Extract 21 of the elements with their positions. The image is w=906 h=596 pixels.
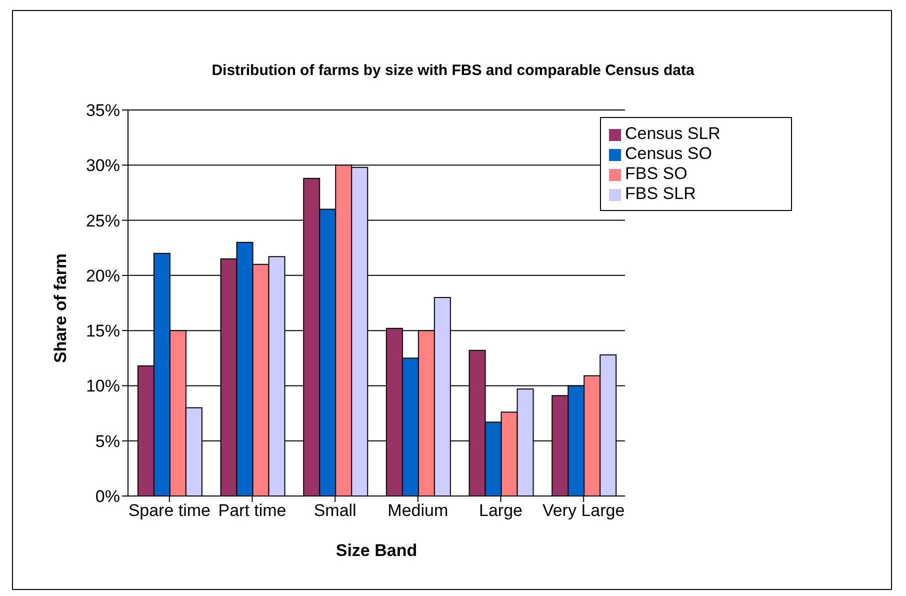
x-tick-label: Small bbox=[314, 501, 356, 520]
y-tick-label: 25% bbox=[86, 211, 120, 230]
x-tick-label: Large bbox=[479, 501, 522, 520]
x-axis-title: Size Band bbox=[336, 541, 418, 560]
y-tick-label: 35% bbox=[86, 101, 120, 120]
legend-label: FBS SO bbox=[625, 164, 688, 183]
y-tick-label: 10% bbox=[86, 376, 120, 396]
y-axis-title: Share of farm bbox=[51, 253, 70, 363]
legend-label: Census SLR bbox=[625, 124, 720, 143]
legend-label: Census SO bbox=[625, 144, 712, 163]
x-tick-label: Medium bbox=[388, 501, 448, 520]
y-tick-label: 0% bbox=[95, 487, 120, 506]
chart-title: Distribution of farms by size with FBS and comparable Census data bbox=[210, 62, 696, 79]
x-tick-label: Very Large bbox=[542, 501, 625, 520]
y-tick-label: 30% bbox=[86, 156, 120, 176]
x-tick-label: Part time bbox=[218, 501, 286, 520]
x-tick-label: Spare time bbox=[128, 501, 211, 520]
y-tick-label: 15% bbox=[86, 322, 120, 341]
y-tick-label: 5% bbox=[95, 432, 120, 451]
y-tick-label: 20% bbox=[86, 266, 120, 286]
legend-label: FBS SLR bbox=[625, 184, 696, 203]
